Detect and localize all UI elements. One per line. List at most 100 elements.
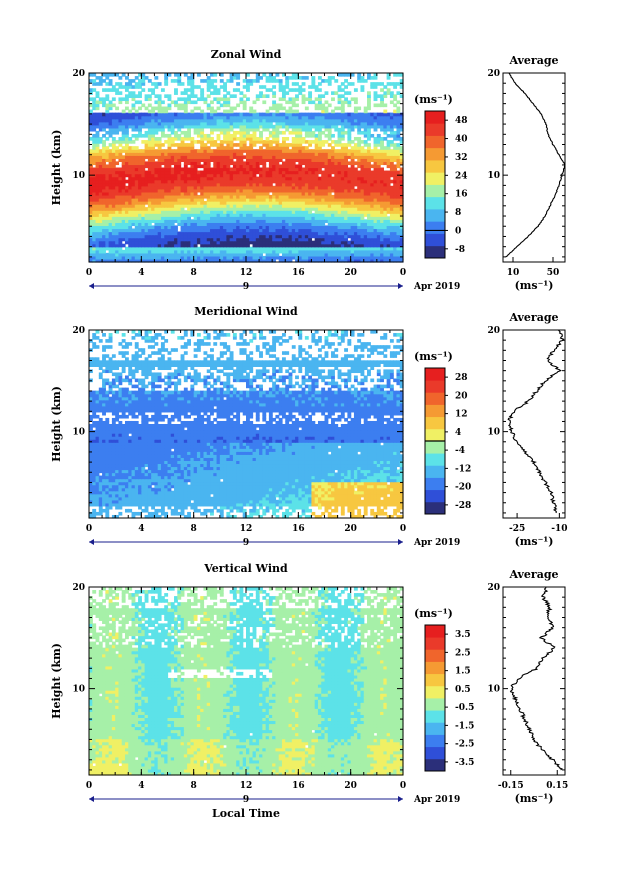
heatmap-cell [180, 228, 185, 233]
heatmap-cell [115, 207, 120, 211]
heatmap-cell [187, 222, 191, 227]
heatmap-cell [177, 219, 182, 223]
heatmap-cell [285, 170, 290, 175]
heatmap-cell [265, 127, 270, 132]
heatmap-cell [334, 185, 339, 190]
heatmap-cell [154, 207, 159, 211]
heatmap-cell [229, 124, 234, 129]
heatmap-cell [226, 176, 231, 181]
heatmap-cell [210, 252, 214, 257]
heatmap-cell [298, 130, 303, 135]
heatmap-cell [389, 240, 394, 245]
heatmap-cell [226, 143, 231, 147]
heatmap-cell [190, 243, 195, 248]
heatmap-cell [357, 155, 362, 159]
heatmap-cell [229, 246, 234, 251]
heatmap-cell [311, 258, 316, 263]
heatmap-cell [193, 106, 198, 111]
heatmap-cell [92, 201, 97, 205]
heatmap-cell [317, 207, 322, 211]
heatmap-cell [92, 176, 97, 181]
heatmap-cell [393, 228, 398, 233]
heatmap-cell [174, 115, 178, 120]
heatmap-cell [288, 213, 293, 217]
heatmap-cell [380, 121, 384, 126]
heatmap-cell [278, 231, 283, 236]
heatmap-cell [350, 197, 355, 202]
heatmap-cell [196, 118, 201, 123]
heatmap-cell [170, 118, 175, 123]
heatmap-cell [334, 240, 339, 245]
heatmap-cell [239, 191, 244, 196]
heatmap-cell [246, 240, 250, 245]
heatmap-cell [124, 207, 129, 211]
heatmap-cell [89, 73, 93, 77]
heatmap-cell [350, 231, 355, 236]
heatmap-cell [216, 219, 221, 223]
heatmap-cell [134, 146, 139, 150]
heatmap-cell [144, 255, 149, 260]
heatmap-cell [393, 185, 398, 190]
heatmap-cell [151, 152, 156, 156]
heatmap-cell [210, 179, 214, 184]
heatmap-cell [128, 91, 133, 95]
heatmap-cell [317, 82, 322, 86]
heatmap-cell [124, 118, 129, 123]
heatmap-cell [317, 213, 322, 217]
heatmap-cell [301, 170, 306, 175]
heatmap-cell [124, 216, 129, 220]
heatmap-cell [92, 179, 97, 184]
heatmap-cell [229, 79, 234, 83]
heatmap-cell [236, 185, 241, 190]
heatmap-cell [164, 133, 169, 138]
heatmap-cell [213, 210, 218, 214]
heatmap-cell [373, 167, 378, 172]
heatmap-cell [157, 176, 162, 181]
heatmap-cell [89, 118, 93, 123]
heatmap-cell [353, 201, 358, 205]
heatmap-cell [141, 228, 146, 233]
heatmap-cell [124, 137, 129, 141]
heatmap-cell [298, 143, 303, 147]
heatmap-cell [399, 152, 404, 156]
heatmap-cell [98, 140, 103, 144]
heatmap-cell [210, 170, 214, 175]
heatmap-cell [304, 240, 309, 245]
heatmap-cell [311, 207, 316, 211]
heatmap-cell [95, 76, 100, 80]
heatmap-cell [187, 79, 191, 83]
heatmap-cell [160, 170, 165, 175]
heatmap-cell [331, 213, 335, 217]
heatmap-cell [337, 240, 342, 245]
heatmap-cell [308, 225, 313, 230]
heatmap-cell [223, 100, 227, 105]
heatmap-cell [226, 91, 231, 95]
heatmap-cell [396, 246, 401, 251]
heatmap-cell [167, 179, 172, 184]
heatmap-cell [131, 185, 136, 190]
heatmap-cell [255, 161, 260, 166]
heatmap-cell [288, 164, 293, 169]
heatmap-cell [154, 240, 159, 245]
heatmap-cell [157, 240, 162, 245]
heatmap-cell [210, 210, 214, 214]
heatmap-cell [321, 161, 326, 166]
heatmap-cell [190, 255, 195, 260]
heatmap-cell [360, 246, 365, 251]
heatmap-cell [98, 197, 103, 202]
heatmap-cell [151, 182, 156, 187]
heatmap-cell [272, 115, 277, 120]
heatmap-cell [134, 121, 139, 126]
heatmap-cell [160, 222, 165, 227]
heatmap-cell [193, 173, 198, 178]
heatmap-cell [268, 133, 273, 138]
heatmap-cell [95, 182, 100, 187]
heatmap-cell [232, 216, 237, 220]
heatmap-cell [167, 121, 172, 126]
heatmap-cell [317, 115, 322, 120]
heatmap-cell [206, 82, 211, 86]
heatmap-cell [177, 118, 182, 123]
heatmap-cell [291, 182, 296, 187]
heatmap-cell [272, 149, 277, 153]
heatmap-cell [187, 100, 191, 105]
